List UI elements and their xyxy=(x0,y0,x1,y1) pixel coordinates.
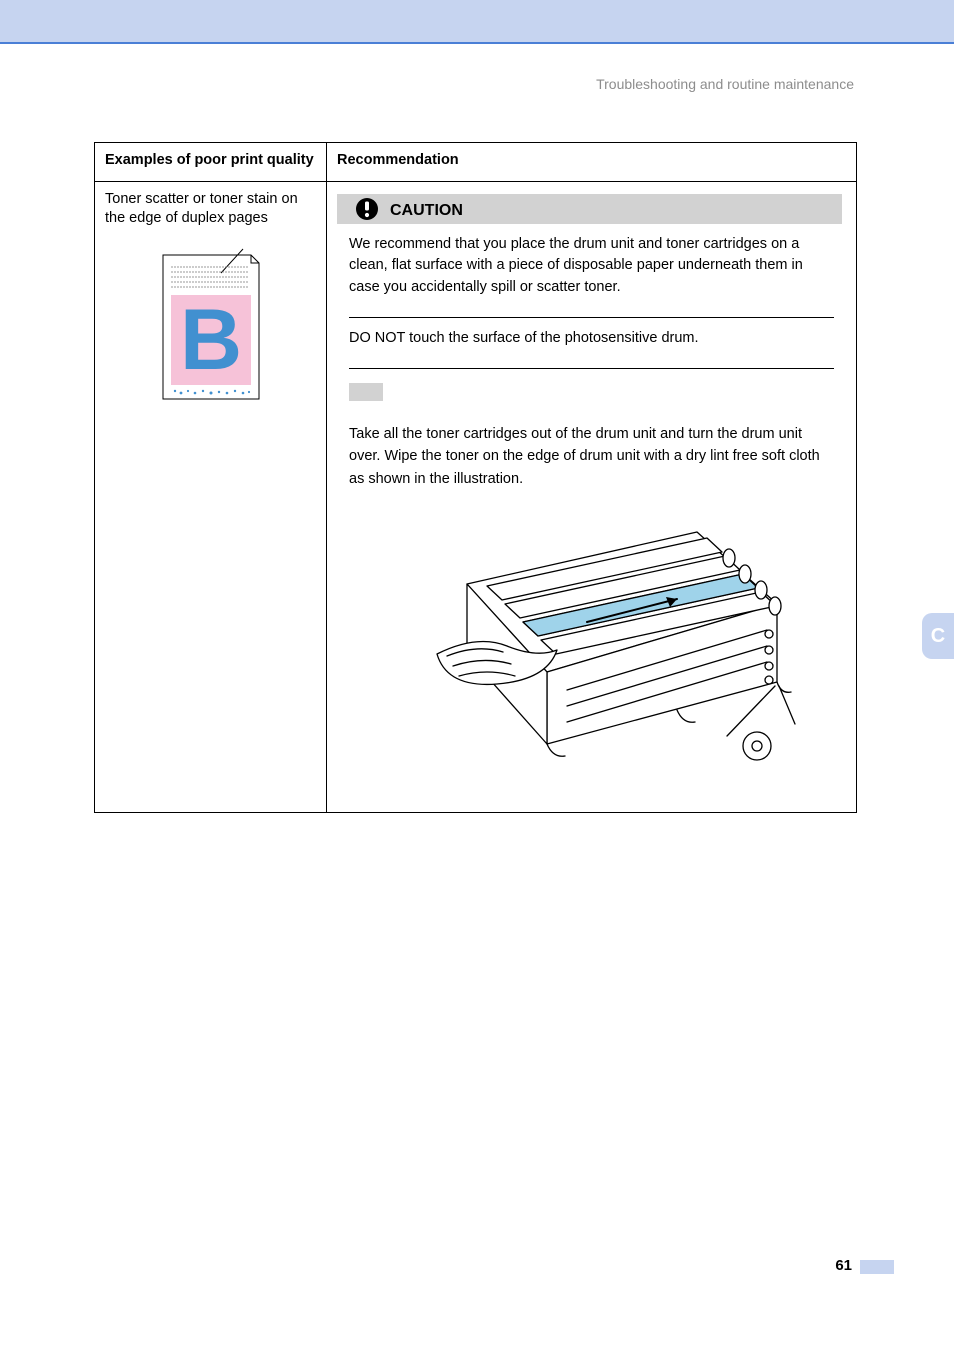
troubleshoot-table: Examples of poor print quality Recommend… xyxy=(94,142,857,813)
caution-label: CAUTION xyxy=(390,202,463,219)
section-tab: C xyxy=(922,613,954,659)
page-number: 61 xyxy=(835,1257,852,1274)
gray-tab xyxy=(349,383,383,401)
top-rule xyxy=(0,42,954,44)
page-number-band xyxy=(860,1260,894,1274)
divider-2 xyxy=(349,368,834,369)
divider-1 xyxy=(349,317,834,318)
col-header-examples: Examples of poor print quality xyxy=(95,143,327,182)
sample-page-svg: B xyxy=(151,247,271,407)
caution-bar-svg: CAUTION xyxy=(337,194,842,224)
sample-illustration: B xyxy=(105,247,316,407)
drum-svg xyxy=(377,514,807,784)
example-description: Toner scatter or toner stain on the edge… xyxy=(105,190,316,229)
drum-illustration xyxy=(337,514,846,784)
section-tab-label: C xyxy=(931,625,945,648)
body-paragraph: Take all the toner cartridges out of the… xyxy=(349,423,834,490)
cell-example: Toner scatter or toner stain on the edge… xyxy=(95,181,327,812)
caution-bar: CAUTION xyxy=(337,194,846,224)
top-band xyxy=(0,0,954,42)
caution-paragraph-2: DO NOT touch the surface of the photosen… xyxy=(349,328,834,350)
cell-recommendation: CAUTION We recommend that you place the … xyxy=(327,181,857,812)
content-area: Examples of poor print quality Recommend… xyxy=(94,142,857,813)
caution-paragraph-1: We recommend that you place the drum uni… xyxy=(349,234,834,299)
col-header-recommendation: Recommendation xyxy=(327,143,857,182)
breadcrumb: Troubleshooting and routine maintenance xyxy=(0,76,854,92)
svg-text:B: B xyxy=(179,292,241,388)
